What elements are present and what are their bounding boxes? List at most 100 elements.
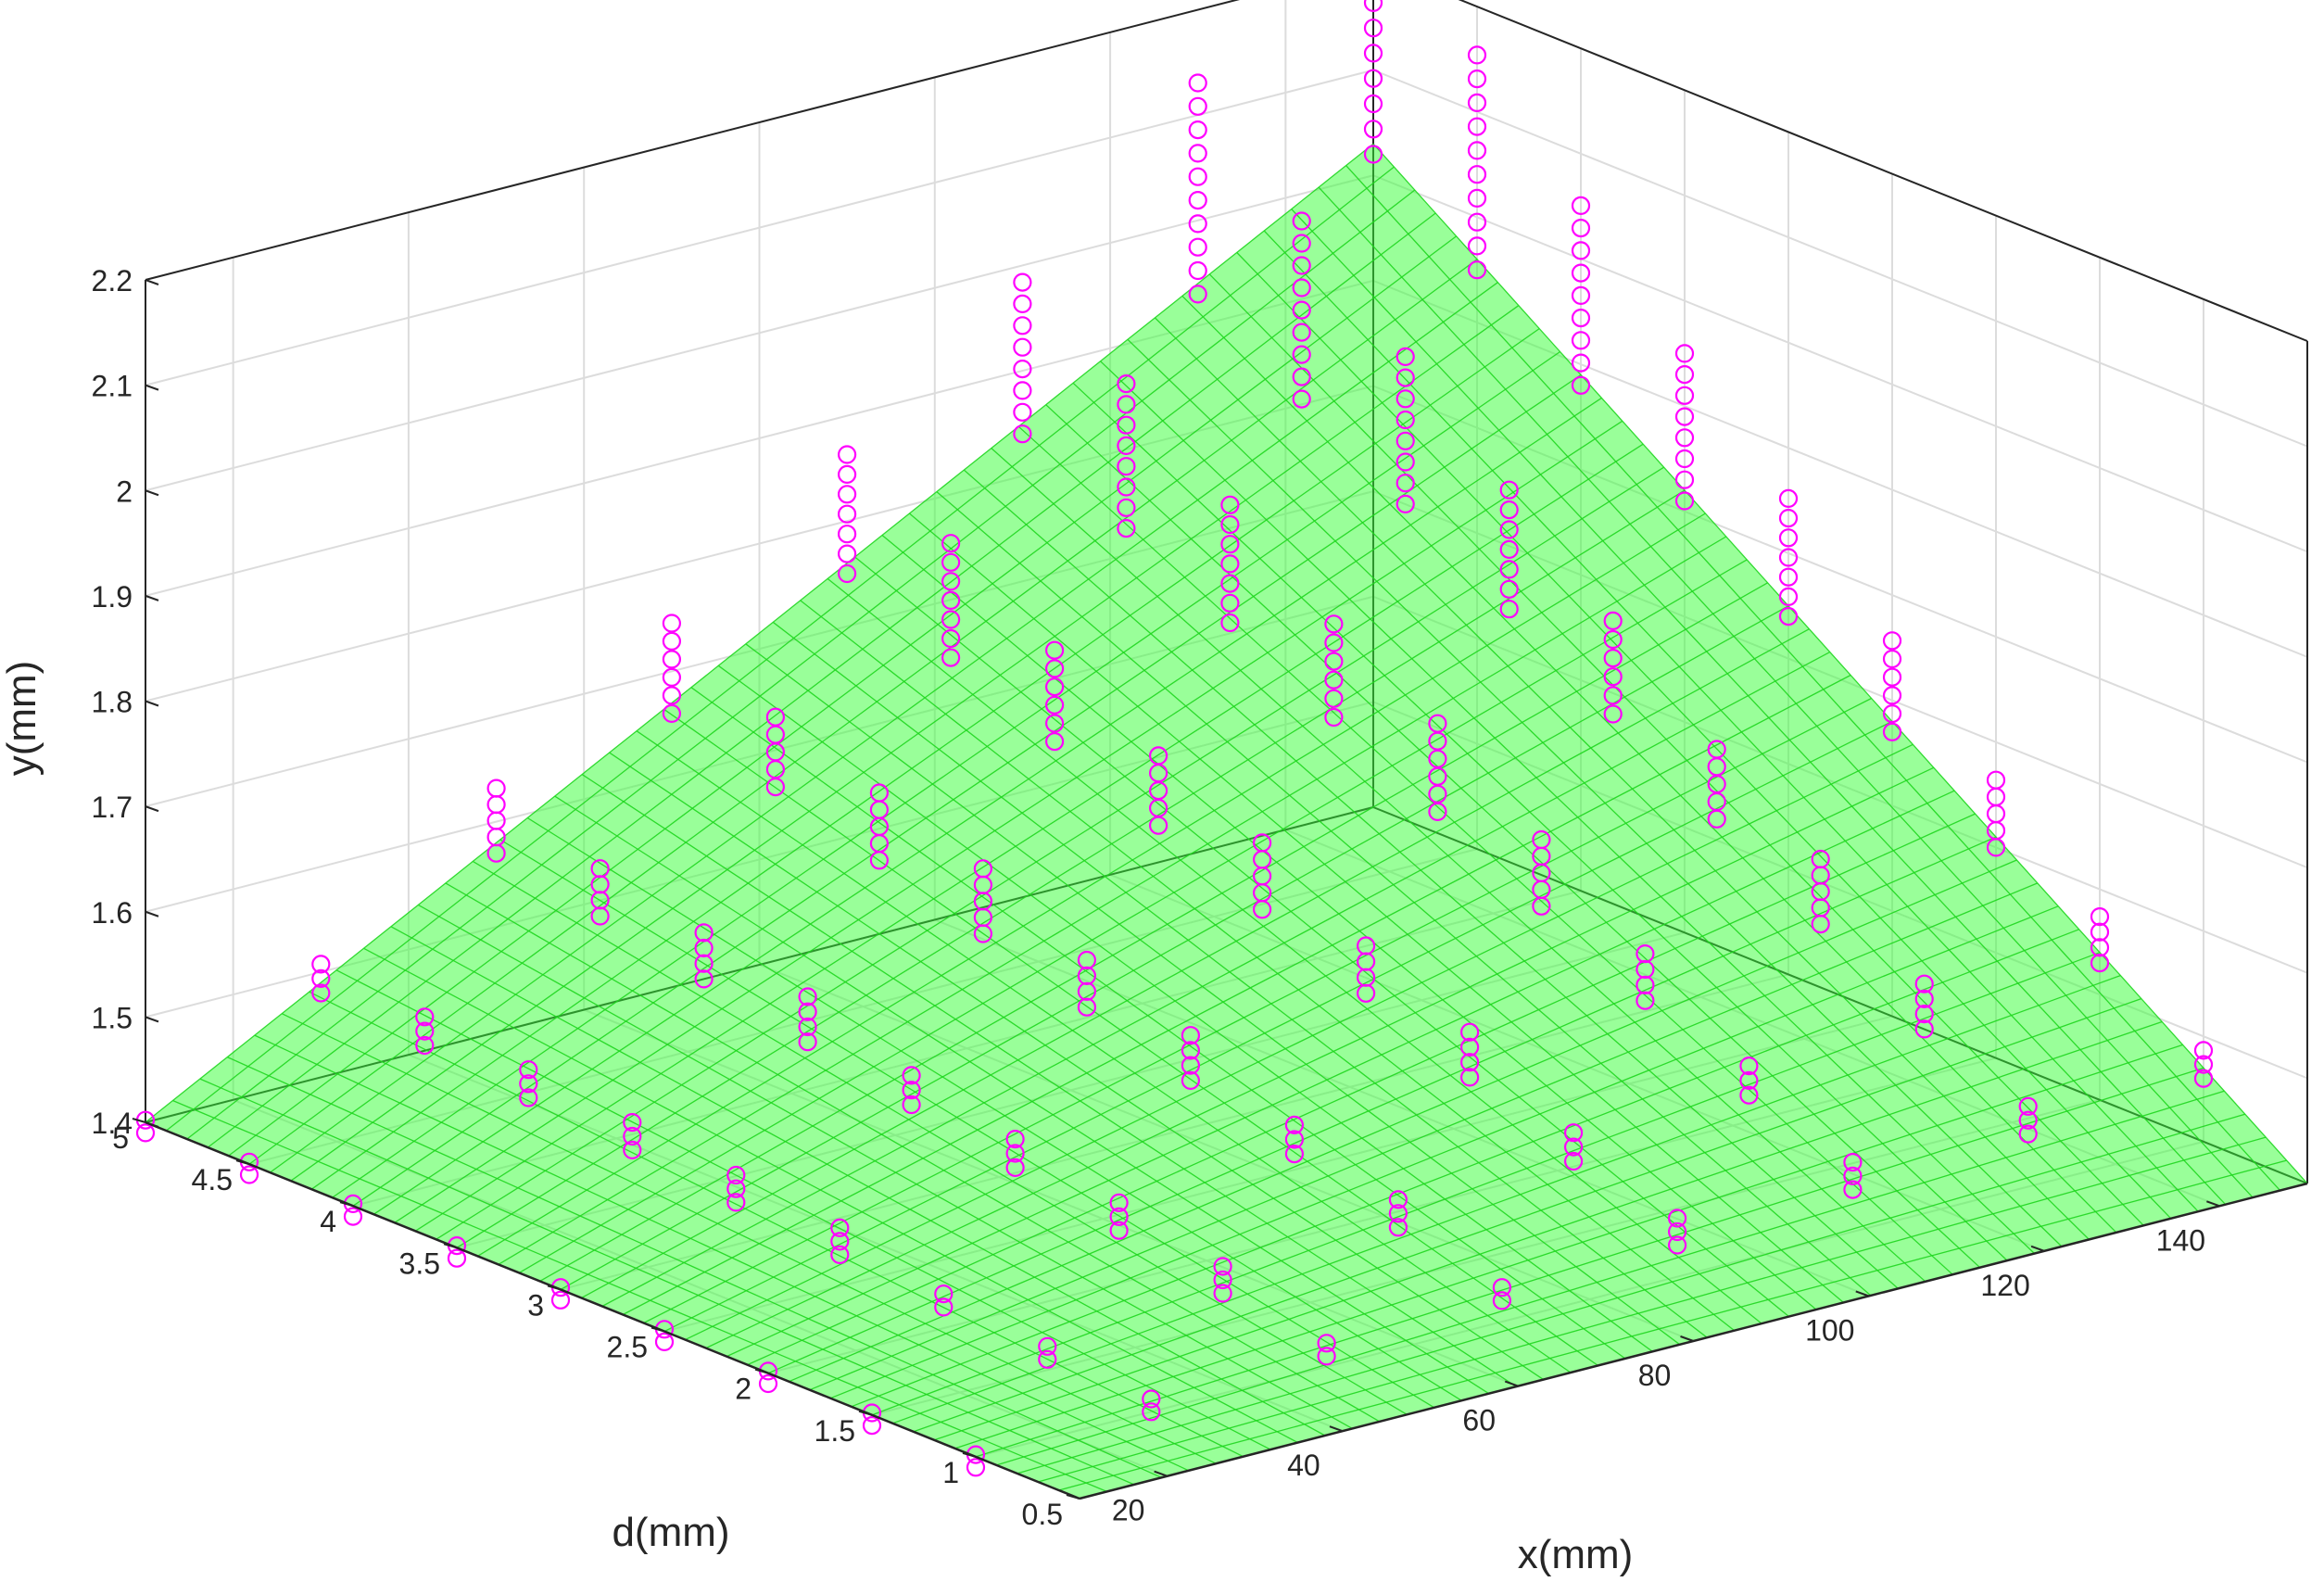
grid-line [1372,174,2308,553]
data-point [1317,1334,1336,1353]
data-point [654,1332,675,1352]
data-point [1571,263,1591,283]
data-point [934,1297,954,1317]
data-point [415,1021,435,1041]
data-point [662,650,682,669]
data-point [1181,1070,1201,1091]
data-point [1005,1129,1025,1149]
mesh-line [227,1057,1162,1478]
data-point [1459,1022,1480,1042]
mesh-line [172,1099,1107,1493]
data-point [1317,1347,1336,1366]
x-axis-label: x(mm) [1518,1532,1634,1577]
data-point [1109,1193,1129,1212]
mesh-line [643,697,1872,1324]
data-point [1778,508,1799,528]
data-point [1603,648,1623,668]
data-point [1571,196,1591,215]
mesh-line [207,212,1436,1148]
data-point [1882,686,1902,705]
data-point [1356,936,1376,956]
data-point [311,983,331,1003]
d-tick-label: 1.5 [815,1414,855,1448]
z-tick-label: 1.5 [92,1001,133,1034]
data-point [1571,375,1591,395]
data-point [1213,1257,1232,1276]
data-point [1603,629,1623,650]
data-point [1363,120,1383,139]
data-point [1396,474,1415,493]
x-tick-mark [1855,1290,1870,1297]
data-point [830,1245,850,1265]
x-tick-label: 140 [2156,1223,2205,1257]
mesh-line [390,926,1326,1436]
data-point [1363,19,1383,38]
mesh-line [601,652,1831,1308]
mesh-line [1038,1136,2267,1483]
data-point [2090,938,2110,957]
data-point [765,707,786,727]
data-point [1117,436,1136,455]
data-point [1252,833,1272,853]
z-tick-mark [145,594,159,601]
data-point [1674,449,1695,469]
data-point [1188,285,1207,304]
data-point [1778,548,1799,567]
mesh-line [1017,1113,2245,1474]
data-point [1292,211,1311,231]
data-point [1038,1349,1057,1369]
x-tick-mark [2030,1245,2045,1252]
d-tick-mark [1066,1494,1080,1500]
data-point [1117,395,1136,414]
data-point [1667,1221,1687,1242]
data-point [1188,120,1207,140]
mesh-line [199,1078,1135,1486]
x-tick-label: 60 [1462,1404,1496,1437]
data-point [1013,272,1032,292]
data-point [1188,214,1207,234]
data-point [1811,849,1830,869]
data-point [662,667,682,688]
data-point [343,1207,363,1226]
mesh-line [1208,273,2144,1226]
data-point [941,590,961,611]
data-point [1467,260,1487,280]
data-point [1117,477,1136,497]
data-point [1563,1151,1584,1171]
data-point [1117,374,1136,394]
data-point [1499,600,1519,619]
mesh-line [827,577,1762,1324]
axis-edge [1458,0,2308,342]
data-point [1499,500,1519,520]
z-tick-label: 1.7 [92,791,133,824]
data-point [837,544,857,563]
data-point [1044,714,1065,733]
data-point [1914,1004,1934,1024]
mesh-line [908,513,1844,1303]
data-point [1914,1019,1934,1039]
data-point [1284,1115,1305,1135]
data-point [837,504,857,524]
data-point [1005,1144,1025,1163]
data-point [1038,1336,1057,1356]
z-tick-mark [145,384,159,391]
data-point [1013,337,1032,357]
data-point [1532,829,1551,850]
axis-edge [145,0,1240,281]
data-point [623,1140,642,1160]
data-point [1213,1270,1232,1290]
data-point [1674,470,1695,489]
mesh-line [717,664,1653,1352]
data-point [2090,953,2110,973]
data-point [1117,457,1136,476]
d-tick-label: 5 [112,1121,129,1155]
data-point [1292,345,1311,364]
mesh-line [975,1067,2204,1458]
data-point [1220,574,1240,593]
data-point [623,1112,642,1133]
data-point [2193,1055,2214,1074]
data-point [447,1248,467,1268]
d-tick-label: 3.5 [399,1247,440,1280]
mesh-line [373,397,1602,1215]
d-tick-mark [235,1159,250,1166]
